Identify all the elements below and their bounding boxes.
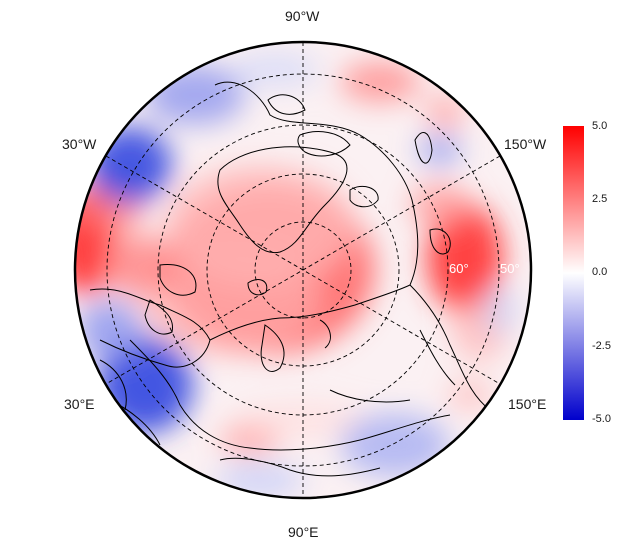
- colorbar-tick-mark: [584, 346, 588, 347]
- graticule: [105, 42, 501, 498]
- lon-label-150w: 150°W: [504, 136, 547, 152]
- colorbar-tick-label: -5.0: [592, 413, 611, 425]
- lon-label-90w: 90°W: [285, 8, 320, 24]
- lon-label-30e: 30°E: [64, 396, 95, 412]
- lon-label-90e: 90°E: [288, 524, 319, 540]
- colorbar-tick-mark: [584, 199, 588, 200]
- latitude-ring-80: [254, 221, 352, 319]
- latitude-ring-50: [106, 73, 500, 467]
- colorbar-tick-mark: [584, 272, 588, 273]
- lon-label-30w: 30°W: [62, 136, 97, 152]
- colorbar-tick-label: 0.0: [592, 266, 608, 278]
- colorbar-tick-label: 2.5: [592, 193, 608, 205]
- meridian-150w-30e: [105, 155, 501, 385]
- colorbar-tick-mark: [584, 419, 588, 420]
- lon-label-150e: 150°E: [508, 396, 547, 412]
- colorbar-tick-mark: [584, 126, 588, 127]
- lat-label-50: 50°: [500, 261, 520, 276]
- colorbar-gradient: [563, 126, 584, 420]
- colorbar-tick-label: 5.0: [592, 120, 608, 132]
- colorbar-tick-label: -2.5: [592, 340, 611, 352]
- map-boundary: [73, 40, 533, 500]
- lat-label-60: 60°: [449, 261, 469, 276]
